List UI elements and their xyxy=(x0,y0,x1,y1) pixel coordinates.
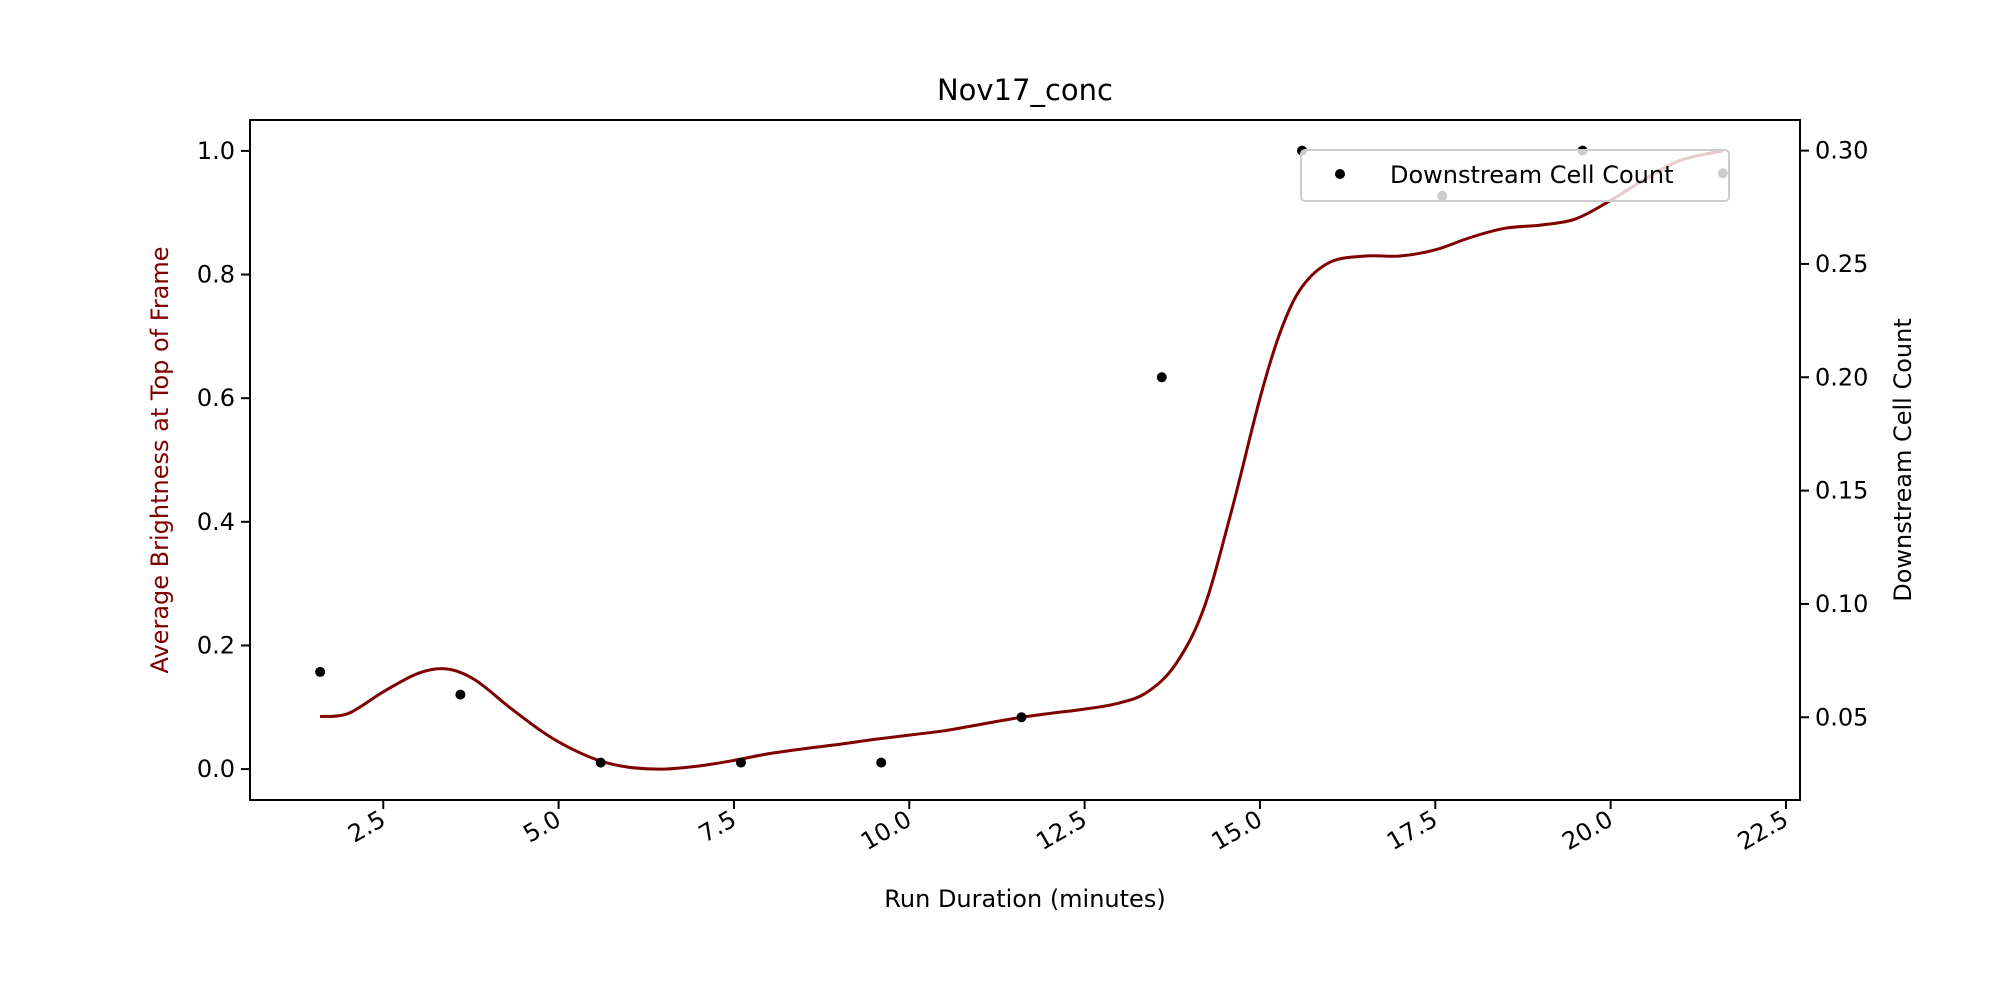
chart-title: Nov17_conc xyxy=(937,73,1113,107)
cell-count-point xyxy=(876,757,887,768)
left-y-tick-label: 0.4 xyxy=(197,508,235,536)
legend-box xyxy=(1300,149,1730,202)
right-y-axis-title: Downstream Cell Count xyxy=(1889,318,1917,602)
left-y-axis-title: Average Brightness at Top of Frame xyxy=(146,246,174,673)
right-y-axis: 0.05 0.10 0.15 0.20 0.25 0.30 xyxy=(1800,137,1868,731)
x-axis-title: Run Duration (minutes) xyxy=(884,885,1165,913)
cell-count-point xyxy=(735,757,746,768)
left-y-tick-label: 1.0 xyxy=(197,137,235,165)
left-y-tick-label: 0.6 xyxy=(197,384,235,412)
legend-marker xyxy=(1335,169,1345,179)
plot-frame xyxy=(249,119,1801,801)
right-y-tick-label: 0.20 xyxy=(1815,363,1868,391)
cell-count-point xyxy=(1156,372,1167,383)
cell-count-point xyxy=(315,666,326,677)
left-y-tick-label: 0.2 xyxy=(197,631,235,659)
left-y-axis: 0.0 0.2 0.4 0.6 0.8 1.0 xyxy=(197,137,250,783)
left-y-tick-label: 0.8 xyxy=(197,261,235,289)
right-y-tick-label: 0.30 xyxy=(1815,137,1868,165)
right-y-tick-label: 0.25 xyxy=(1815,250,1868,278)
right-y-tick-label: 0.15 xyxy=(1815,477,1868,505)
brightness-series-line xyxy=(319,149,1724,771)
right-y-tick-label: 0.10 xyxy=(1815,590,1868,618)
cell-count-point xyxy=(595,757,606,768)
legend: Downstream Cell Count xyxy=(1300,149,1730,202)
legend-label: Downstream Cell Count xyxy=(1390,161,1674,189)
cell-count-point xyxy=(455,689,466,700)
right-y-tick-label: 0.05 xyxy=(1815,703,1868,731)
brightness-line-layer xyxy=(319,149,1724,771)
left-y-tick-label: 0.0 xyxy=(197,755,235,783)
cell-count-point xyxy=(1016,712,1027,723)
plot-area xyxy=(249,119,1801,801)
